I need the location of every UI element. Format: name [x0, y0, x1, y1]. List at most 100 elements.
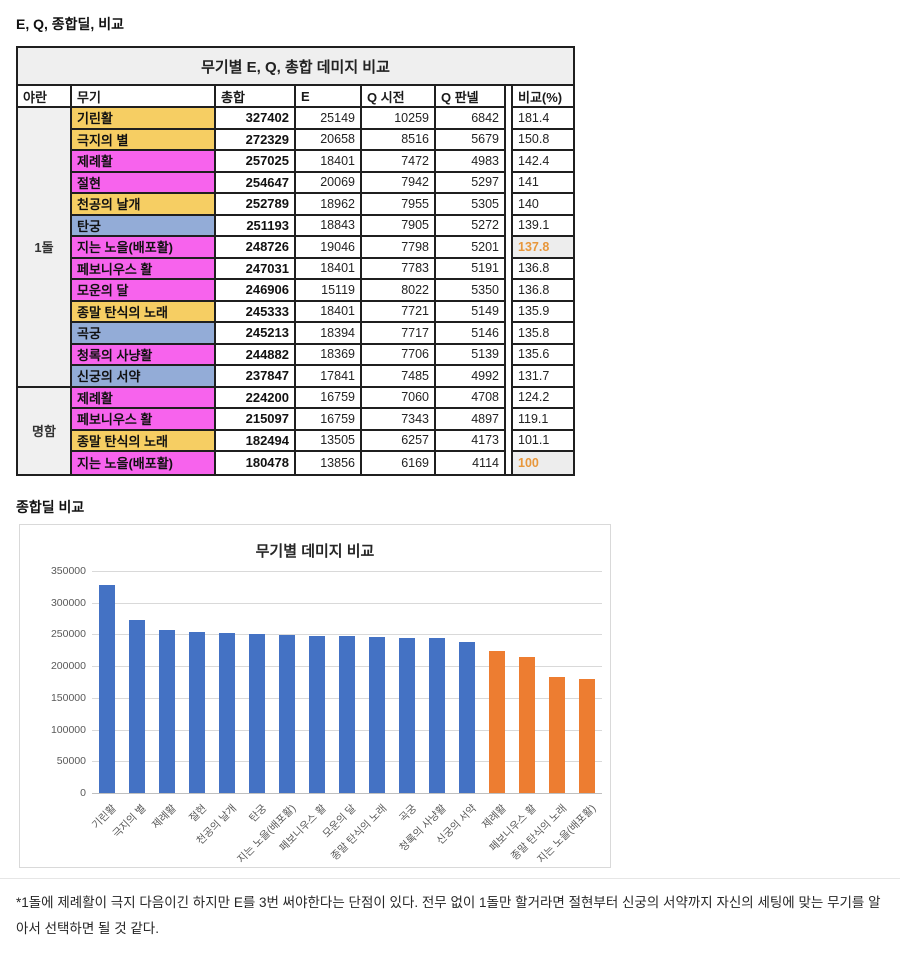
chart-bar [189, 631, 205, 793]
compare-percent-cell: 136.8 [511, 280, 573, 302]
chart-bar [549, 677, 565, 793]
weapon-name-cell: 극지의 별 [72, 129, 216, 151]
total-damage-cell: 224200 [216, 387, 296, 409]
total-damage-cell: 182494 [216, 430, 296, 452]
q-panel-cell: 4173 [436, 430, 506, 452]
q-panel-cell: 5191 [436, 258, 506, 280]
chart-bar [159, 630, 175, 793]
compare-percent-cell: 181.4 [511, 108, 573, 130]
q-cast-cell: 10259 [362, 108, 436, 130]
compare-percent-cell: 119.1 [511, 409, 573, 431]
group-label: 명함 [18, 387, 72, 474]
column-gap [506, 194, 511, 216]
x-axis-line [92, 793, 602, 794]
e-damage-cell: 18369 [296, 344, 362, 366]
e-damage-cell: 17841 [296, 366, 362, 388]
e-damage-cell: 15119 [296, 280, 362, 302]
q-panel-cell: 4983 [436, 151, 506, 173]
q-panel-cell: 5350 [436, 280, 506, 302]
compare-percent-cell: 135.9 [511, 301, 573, 323]
column-header: Q 시전 [362, 86, 436, 108]
column-gap [506, 129, 511, 151]
q-cast-cell: 7472 [362, 151, 436, 173]
weapon-name-cell: 기린활 [72, 108, 216, 130]
weapon-name-cell: 천공의 날개 [72, 194, 216, 216]
column-header: Q 판넬 [436, 86, 506, 108]
q-cast-cell: 7060 [362, 387, 436, 409]
chart-title: 무기별 데미지 비교 [255, 543, 375, 560]
column-gap [506, 366, 511, 388]
chart-bar [459, 642, 475, 793]
q-panel-cell: 5201 [436, 237, 506, 259]
column-gap [506, 151, 511, 173]
q-panel-cell: 6842 [436, 108, 506, 130]
q-cast-cell: 7717 [362, 323, 436, 345]
compare-percent-cell: 139.1 [511, 215, 573, 237]
compare-percent-cell: 137.8 [511, 237, 573, 259]
q-panel-cell: 5679 [436, 129, 506, 151]
y-axis-tick-label: 150000 [50, 691, 86, 704]
column-gap [506, 409, 511, 431]
column-header: E [296, 86, 362, 108]
q-cast-cell: 7706 [362, 344, 436, 366]
q-panel-cell: 5149 [436, 301, 506, 323]
compare-percent-cell: 135.6 [511, 344, 573, 366]
x-axis-category-label: 절현 [186, 802, 209, 825]
total-damage-cell: 245213 [216, 323, 296, 345]
column-gap [506, 258, 511, 280]
weapon-name-cell: 지는 노을(배포활) [72, 452, 216, 474]
q-cast-cell: 7955 [362, 194, 436, 216]
total-damage-cell: 272329 [216, 129, 296, 151]
weapon-name-cell: 탄궁 [72, 215, 216, 237]
compare-percent-cell: 150.8 [511, 129, 573, 151]
y-axis-tick-label: 250000 [50, 628, 86, 641]
weapon-damage-table: 무기별 E, Q, 총합 데미지 비교 야란 무기 총합 E Q 시전 Q 판넬 비교(%) 1… [16, 46, 575, 476]
e-damage-cell: 18401 [296, 151, 362, 173]
weapon-name-cell: 신궁의 서약 [72, 366, 216, 388]
column-gap [506, 344, 511, 366]
q-cast-cell: 6169 [362, 452, 436, 474]
total-damage-cell: 246906 [216, 280, 296, 302]
q-cast-cell: 8516 [362, 129, 436, 151]
y-axis-tick-label: 350000 [50, 565, 86, 577]
group-label: 1돌 [18, 108, 72, 388]
page-title: E, Q, 종합딜, 비교 [16, 16, 124, 32]
total-damage-cell: 251193 [216, 215, 296, 237]
total-damage-cell: 248726 [216, 237, 296, 259]
chart-bar [369, 637, 385, 793]
chart-gridline [92, 602, 602, 604]
post-divider [0, 878, 900, 879]
total-damage-cell: 245333 [216, 301, 296, 323]
q-cast-cell: 7798 [362, 237, 436, 259]
chart-bar [429, 637, 445, 793]
weapon-name-cell: 모운의 달 [72, 280, 216, 302]
e-damage-cell: 16759 [296, 387, 362, 409]
y-axis-tick-label: 50000 [56, 755, 86, 768]
e-damage-cell: 19046 [296, 237, 362, 259]
q-panel-cell: 5139 [436, 344, 506, 366]
total-damage-cell: 252789 [216, 194, 296, 216]
e-damage-cell: 18962 [296, 194, 362, 216]
column-gap [506, 215, 511, 237]
total-damage-cell: 254647 [216, 172, 296, 194]
q-cast-cell: 7485 [362, 366, 436, 388]
x-axis-category-label: 곡궁 [396, 802, 419, 825]
compare-percent-cell: 124.2 [511, 387, 573, 409]
total-damage-cell: 237847 [216, 366, 296, 388]
footnote-text: *1돌에 제례활이 극지 다음이긴 하지만 E를 3번 써야한다는 단점이 있다… [16, 895, 881, 936]
compare-percent-cell: 142.4 [511, 151, 573, 173]
q-panel-cell: 4114 [436, 452, 506, 474]
weapon-name-cell: 종말 탄식의 노래 [72, 430, 216, 452]
q-panel-cell: 4708 [436, 387, 506, 409]
compare-percent-cell: 140 [511, 194, 573, 216]
e-damage-cell: 25149 [296, 108, 362, 130]
q-panel-cell: 5297 [436, 172, 506, 194]
column-gap [506, 430, 511, 452]
weapon-name-cell: 절현 [72, 172, 216, 194]
weapon-name-cell: 페보니우스 활 [72, 258, 216, 280]
y-axis-tick-label: 100000 [50, 723, 86, 736]
y-axis-tick-label: 200000 [50, 660, 86, 673]
chart-bar [99, 585, 115, 793]
column-gap [506, 237, 511, 259]
